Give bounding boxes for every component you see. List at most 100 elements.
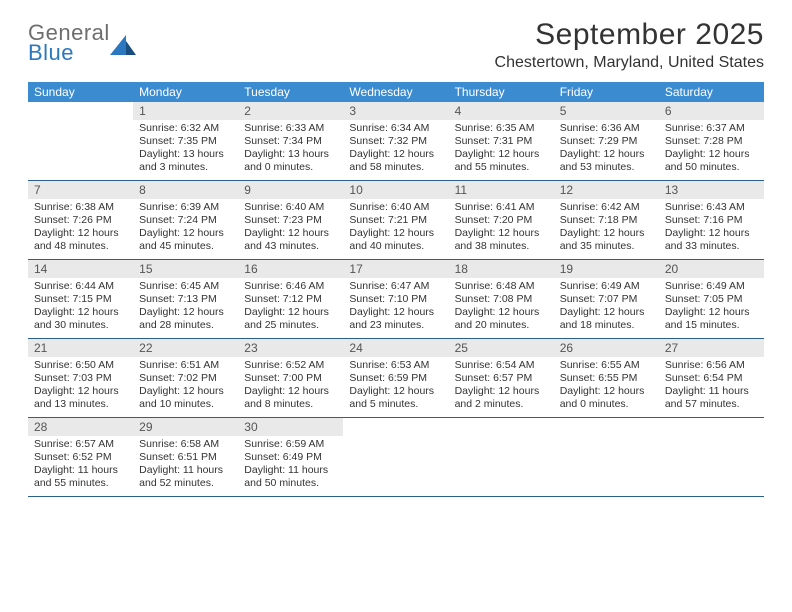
sunrise-text: Sunrise: 6:44 AM	[34, 280, 127, 293]
calendar-cell: 3Sunrise: 6:34 AMSunset: 7:32 PMDaylight…	[343, 102, 448, 180]
sunrise-text: Sunrise: 6:39 AM	[139, 201, 232, 214]
day-number: 2	[238, 102, 343, 120]
sunset-text: Sunset: 7:20 PM	[455, 214, 548, 227]
month-title: September 2025	[495, 18, 764, 52]
sunset-text: Sunset: 7:05 PM	[665, 293, 758, 306]
day-number: 24	[343, 339, 448, 357]
day-number: 28	[28, 418, 133, 436]
day-number: 22	[133, 339, 238, 357]
day-number: 7	[28, 181, 133, 199]
sunrise-text: Sunrise: 6:40 AM	[244, 201, 337, 214]
daylight-text: Daylight: 12 hours and 38 minutes.	[455, 227, 548, 253]
sunset-text: Sunset: 7:35 PM	[139, 135, 232, 148]
cell-body: Sunrise: 6:59 AMSunset: 6:49 PMDaylight:…	[238, 436, 343, 495]
calendar-cell-empty	[343, 418, 448, 496]
sunrise-text: Sunrise: 6:55 AM	[560, 359, 653, 372]
day-number: 27	[659, 339, 764, 357]
calendar-cell: 8Sunrise: 6:39 AMSunset: 7:24 PMDaylight…	[133, 181, 238, 259]
sunset-text: Sunset: 7:13 PM	[139, 293, 232, 306]
daylight-text: Daylight: 12 hours and 35 minutes.	[560, 227, 653, 253]
page: General Blue September 2025 Chestertown,…	[0, 0, 792, 507]
day-number: 15	[133, 260, 238, 278]
sunset-text: Sunset: 7:15 PM	[34, 293, 127, 306]
daylight-text: Daylight: 12 hours and 13 minutes.	[34, 385, 127, 411]
logo: General Blue	[28, 18, 136, 64]
weeks: 1Sunrise: 6:32 AMSunset: 7:35 PMDaylight…	[28, 102, 764, 497]
daylight-text: Daylight: 12 hours and 25 minutes.	[244, 306, 337, 332]
sunset-text: Sunset: 6:57 PM	[455, 372, 548, 385]
daylight-text: Daylight: 12 hours and 8 minutes.	[244, 385, 337, 411]
header: General Blue September 2025 Chestertown,…	[28, 18, 764, 72]
daylight-text: Daylight: 12 hours and 40 minutes.	[349, 227, 442, 253]
calendar-cell: 20Sunrise: 6:49 AMSunset: 7:05 PMDayligh…	[659, 260, 764, 338]
calendar-cell: 21Sunrise: 6:50 AMSunset: 7:03 PMDayligh…	[28, 339, 133, 417]
logo-mark-icon	[110, 33, 136, 55]
sunset-text: Sunset: 7:18 PM	[560, 214, 653, 227]
sunrise-text: Sunrise: 6:34 AM	[349, 122, 442, 135]
sunset-text: Sunset: 7:12 PM	[244, 293, 337, 306]
sunset-text: Sunset: 6:52 PM	[34, 451, 127, 464]
cell-body: Sunrise: 6:51 AMSunset: 7:02 PMDaylight:…	[133, 357, 238, 416]
day-number: 16	[238, 260, 343, 278]
cell-body: Sunrise: 6:32 AMSunset: 7:35 PMDaylight:…	[133, 120, 238, 179]
week-row: 14Sunrise: 6:44 AMSunset: 7:15 PMDayligh…	[28, 260, 764, 339]
sunrise-text: Sunrise: 6:35 AM	[455, 122, 548, 135]
daylight-text: Daylight: 11 hours and 57 minutes.	[665, 385, 758, 411]
day-number: 21	[28, 339, 133, 357]
sunset-text: Sunset: 7:34 PM	[244, 135, 337, 148]
calendar-cell: 24Sunrise: 6:53 AMSunset: 6:59 PMDayligh…	[343, 339, 448, 417]
cell-body: Sunrise: 6:47 AMSunset: 7:10 PMDaylight:…	[343, 278, 448, 337]
calendar-cell: 13Sunrise: 6:43 AMSunset: 7:16 PMDayligh…	[659, 181, 764, 259]
day-number: 5	[554, 102, 659, 120]
calendar-cell: 26Sunrise: 6:55 AMSunset: 6:55 PMDayligh…	[554, 339, 659, 417]
sunrise-text: Sunrise: 6:51 AM	[139, 359, 232, 372]
cell-body: Sunrise: 6:49 AMSunset: 7:05 PMDaylight:…	[659, 278, 764, 337]
daylight-text: Daylight: 12 hours and 30 minutes.	[34, 306, 127, 332]
day-number: 25	[449, 339, 554, 357]
daylight-text: Daylight: 12 hours and 10 minutes.	[139, 385, 232, 411]
calendar-cell: 14Sunrise: 6:44 AMSunset: 7:15 PMDayligh…	[28, 260, 133, 338]
day-number: 1	[133, 102, 238, 120]
sunrise-text: Sunrise: 6:54 AM	[455, 359, 548, 372]
sunset-text: Sunset: 7:03 PM	[34, 372, 127, 385]
day-number: 20	[659, 260, 764, 278]
sunrise-text: Sunrise: 6:47 AM	[349, 280, 442, 293]
sunrise-text: Sunrise: 6:43 AM	[665, 201, 758, 214]
sunset-text: Sunset: 7:24 PM	[139, 214, 232, 227]
day-number: 9	[238, 181, 343, 199]
day-number: 6	[659, 102, 764, 120]
day-number: 18	[449, 260, 554, 278]
sunset-text: Sunset: 7:26 PM	[34, 214, 127, 227]
cell-body: Sunrise: 6:58 AMSunset: 6:51 PMDaylight:…	[133, 436, 238, 495]
daylight-text: Daylight: 12 hours and 43 minutes.	[244, 227, 337, 253]
calendar-cell: 23Sunrise: 6:52 AMSunset: 7:00 PMDayligh…	[238, 339, 343, 417]
sunset-text: Sunset: 7:29 PM	[560, 135, 653, 148]
calendar-cell: 17Sunrise: 6:47 AMSunset: 7:10 PMDayligh…	[343, 260, 448, 338]
week-row: 21Sunrise: 6:50 AMSunset: 7:03 PMDayligh…	[28, 339, 764, 418]
sunrise-text: Sunrise: 6:59 AM	[244, 438, 337, 451]
day-header: Thursday	[449, 82, 554, 102]
calendar: SundayMondayTuesdayWednesdayThursdayFrid…	[28, 82, 764, 497]
calendar-cell-empty	[28, 102, 133, 180]
cell-body: Sunrise: 6:54 AMSunset: 6:57 PMDaylight:…	[449, 357, 554, 416]
day-header: Saturday	[659, 82, 764, 102]
day-header: Friday	[554, 82, 659, 102]
cell-body: Sunrise: 6:38 AMSunset: 7:26 PMDaylight:…	[28, 199, 133, 258]
week-row: 7Sunrise: 6:38 AMSunset: 7:26 PMDaylight…	[28, 181, 764, 260]
cell-body: Sunrise: 6:57 AMSunset: 6:52 PMDaylight:…	[28, 436, 133, 495]
cell-body: Sunrise: 6:50 AMSunset: 7:03 PMDaylight:…	[28, 357, 133, 416]
calendar-cell: 29Sunrise: 6:58 AMSunset: 6:51 PMDayligh…	[133, 418, 238, 496]
day-number: 13	[659, 181, 764, 199]
cell-body: Sunrise: 6:36 AMSunset: 7:29 PMDaylight:…	[554, 120, 659, 179]
calendar-cell: 25Sunrise: 6:54 AMSunset: 6:57 PMDayligh…	[449, 339, 554, 417]
calendar-cell: 2Sunrise: 6:33 AMSunset: 7:34 PMDaylight…	[238, 102, 343, 180]
daylight-text: Daylight: 12 hours and 2 minutes.	[455, 385, 548, 411]
sunset-text: Sunset: 7:31 PM	[455, 135, 548, 148]
daylight-text: Daylight: 12 hours and 45 minutes.	[139, 227, 232, 253]
daylight-text: Daylight: 11 hours and 55 minutes.	[34, 464, 127, 490]
cell-body: Sunrise: 6:52 AMSunset: 7:00 PMDaylight:…	[238, 357, 343, 416]
sunset-text: Sunset: 7:07 PM	[560, 293, 653, 306]
cell-body: Sunrise: 6:42 AMSunset: 7:18 PMDaylight:…	[554, 199, 659, 258]
cell-body: Sunrise: 6:34 AMSunset: 7:32 PMDaylight:…	[343, 120, 448, 179]
calendar-cell: 28Sunrise: 6:57 AMSunset: 6:52 PMDayligh…	[28, 418, 133, 496]
